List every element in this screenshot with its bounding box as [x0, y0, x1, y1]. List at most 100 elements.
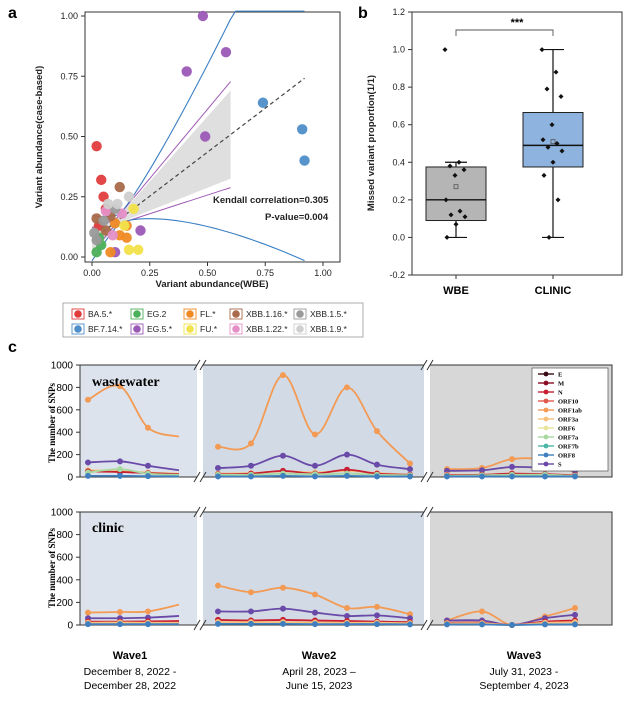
series-point	[117, 621, 123, 627]
legend-swatch-dot	[232, 310, 240, 318]
panel-a-ylabel: Variant abundance(case-based)	[34, 66, 45, 209]
series-point	[248, 463, 254, 469]
series-point	[509, 456, 515, 462]
series-point	[145, 621, 151, 627]
series-point	[572, 605, 578, 611]
legend-label: XBB.1.5.*	[310, 309, 348, 319]
series-point	[248, 589, 254, 595]
y-tick-label: 800	[56, 530, 73, 541]
series-line	[88, 621, 179, 622]
axis-break-gap	[424, 510, 430, 627]
y-tick-label: 0.00	[60, 252, 78, 262]
x-tick-label: 0.50	[199, 268, 217, 278]
series-point	[479, 621, 485, 627]
y-tick-label: 0.4	[392, 157, 405, 167]
legend-swatch-dot	[232, 325, 240, 333]
legend-swatch-dot	[133, 325, 141, 333]
panel-a-xlabel: Variant abundance(WBE)	[156, 279, 269, 290]
series-point	[374, 621, 380, 627]
scatter-point	[115, 182, 125, 192]
axis-break-gap	[197, 363, 203, 479]
y-tick-label: 0	[67, 621, 73, 632]
series-point	[444, 473, 450, 479]
y-tick-label: -0.2	[389, 270, 405, 280]
series-point	[215, 473, 221, 479]
legend-dot	[544, 372, 549, 377]
significance-marker: ***	[511, 17, 525, 29]
series-point	[509, 464, 515, 470]
legend-label: EG.2	[147, 309, 167, 319]
clinic-title: clinic	[92, 521, 124, 536]
legend-label: FL.*	[200, 309, 216, 319]
legend-swatch-dot	[296, 325, 304, 333]
scatter-point	[133, 245, 143, 255]
series-point	[117, 466, 123, 472]
legend-label: N	[558, 390, 563, 397]
y-tick-label: 400	[56, 428, 73, 439]
scatter-point	[221, 47, 231, 57]
legend-dot	[544, 435, 549, 440]
series-point	[85, 397, 91, 403]
y-tick-label: 1000	[51, 508, 74, 519]
series-point	[215, 444, 221, 450]
wave3-range: July 31, 2023 -September 4, 2023	[479, 666, 568, 692]
y-tick-label: 600	[56, 405, 73, 416]
y-tick-label: 600	[56, 553, 73, 564]
legend-dot	[544, 390, 549, 395]
legend-label: ORF3a	[558, 417, 579, 424]
series-point	[312, 610, 318, 616]
legend-swatch-dot	[186, 325, 194, 333]
series-point	[215, 608, 221, 614]
series-point	[407, 461, 413, 467]
legend-label: ORF8	[558, 453, 576, 460]
legend-dot	[544, 399, 549, 404]
series-point	[542, 473, 548, 479]
series-point	[85, 621, 91, 627]
legend-label: E	[558, 372, 562, 379]
wave-background	[203, 365, 424, 477]
scatter-point	[198, 11, 208, 21]
series-point	[145, 463, 151, 469]
scatter-point	[103, 199, 113, 209]
wave-background	[203, 512, 424, 625]
wave-background	[430, 512, 612, 625]
panel-a-legend: BA.5.*BF.7.14.*EG.2EG.5.*FL.*FU.*XBB.1.1…	[63, 303, 363, 337]
legend-label: ORF7b	[558, 444, 579, 451]
series-point	[509, 622, 515, 628]
legend-label: BA.5.*	[88, 309, 113, 319]
legend-label: M	[558, 381, 564, 388]
legend-dot	[544, 417, 549, 422]
series-point	[117, 609, 123, 615]
y-tick-label: 200	[56, 598, 73, 609]
y-tick-label: 200	[56, 450, 73, 461]
series-point	[312, 431, 318, 437]
series-point	[509, 473, 515, 479]
legend-label: FU.*	[200, 324, 218, 334]
x-tick-label: 0.25	[141, 268, 159, 278]
legend-label: EG.5.*	[147, 324, 173, 334]
x-tick-label: 0.00	[83, 268, 101, 278]
scatter-point	[121, 233, 131, 243]
wave2-title: Wave2	[302, 650, 336, 662]
series-point	[145, 473, 151, 479]
legend-label: ORF6	[558, 426, 576, 433]
legend-swatch-dot	[74, 325, 82, 333]
series-point	[215, 621, 221, 627]
legend-dot	[544, 453, 549, 458]
series-point	[145, 608, 151, 614]
scatter-point	[108, 230, 118, 240]
series-point	[215, 465, 221, 471]
x-tick-label: 1.00	[314, 268, 332, 278]
series-point	[280, 606, 286, 612]
series-point	[374, 462, 380, 468]
scatter-point	[135, 225, 145, 235]
legend-label: XBB.1.22.*	[246, 324, 288, 334]
legend-label: XBB.1.9.*	[310, 324, 348, 334]
scatter-point	[299, 155, 309, 165]
scatter-point	[124, 245, 134, 255]
series-point	[344, 473, 350, 479]
